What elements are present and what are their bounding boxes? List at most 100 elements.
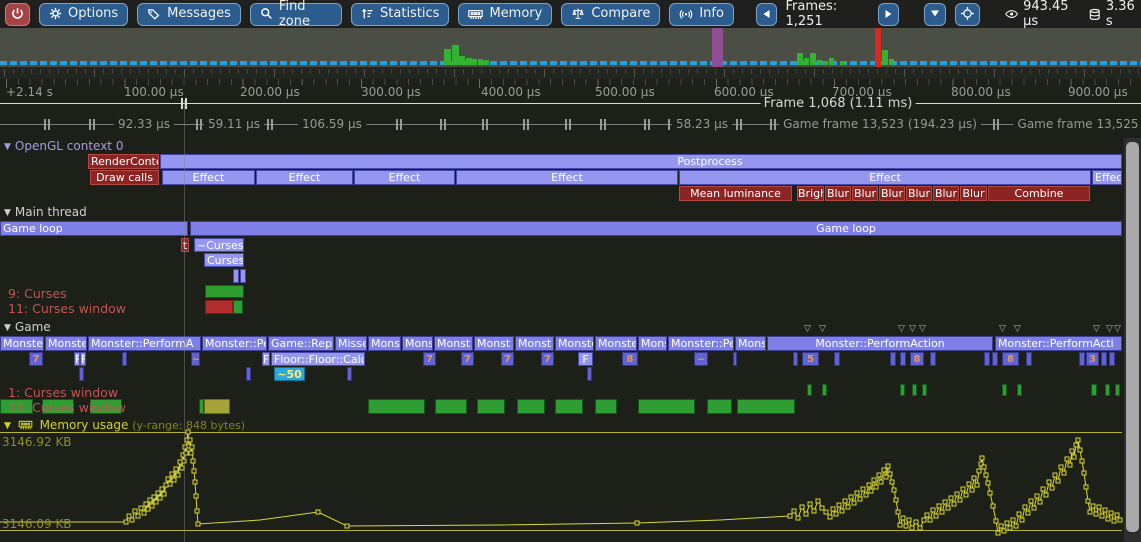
zone-box[interactable]: Monster::PerformA bbox=[88, 336, 201, 351]
zone-box[interactable]: Monster::PerformActi bbox=[995, 336, 1122, 351]
next-frame-button[interactable] bbox=[877, 2, 899, 26]
zone-box[interactable]: Monst bbox=[434, 336, 473, 351]
zone-box[interactable] bbox=[807, 384, 812, 396]
zone-box[interactable] bbox=[1109, 352, 1115, 366]
zone-box[interactable]: Curses bbox=[204, 253, 244, 267]
frame-marker-row[interactable]: Frame 1,068 (1.11 ms) bbox=[0, 96, 1141, 112]
zone-box[interactable]: Effect bbox=[679, 170, 1091, 185]
zone-box[interactable] bbox=[477, 399, 505, 414]
zone-box[interactable] bbox=[733, 352, 737, 366]
zone-box[interactable] bbox=[822, 384, 827, 396]
zone-box[interactable]: F bbox=[80, 352, 86, 366]
zone-box[interactable] bbox=[1115, 384, 1120, 396]
zone-box[interactable]: Monst bbox=[368, 336, 401, 351]
zone-box[interactable] bbox=[233, 300, 243, 314]
zone-box[interactable]: Blur bbox=[933, 186, 959, 201]
frame-overview-bar[interactable] bbox=[840, 61, 845, 65]
frame-dropdown-button[interactable] bbox=[923, 2, 946, 26]
zone-box[interactable] bbox=[90, 399, 122, 414]
zone-box[interactable]: Monst bbox=[402, 336, 433, 351]
zone-box[interactable] bbox=[912, 384, 917, 396]
zone-box[interactable] bbox=[984, 352, 990, 366]
scrollbar-thumb[interactable] bbox=[1126, 142, 1139, 532]
memory-button[interactable]: Memory bbox=[458, 2, 553, 26]
zone-box[interactable] bbox=[595, 399, 617, 414]
zone-box[interactable]: ~Curses bbox=[194, 238, 244, 252]
options-button[interactable]: Options bbox=[39, 2, 129, 26]
zone-box[interactable] bbox=[793, 352, 798, 366]
zone-box[interactable]: Blur bbox=[879, 186, 905, 201]
zone-box[interactable]: Missed bbox=[335, 336, 367, 351]
zone-box[interactable]: Effect bbox=[256, 170, 353, 185]
zone-box[interactable]: Postprocess bbox=[160, 154, 1122, 169]
zone-box[interactable]: ~ bbox=[694, 352, 708, 366]
zone-box[interactable] bbox=[1002, 384, 1007, 396]
section-header-opengl[interactable]: ▼ OpenGL context 0 bbox=[4, 139, 124, 153]
frame-overview-bar[interactable] bbox=[889, 59, 894, 65]
zone-box[interactable]: Draw calls bbox=[90, 170, 159, 185]
zone-box[interactable] bbox=[922, 384, 927, 396]
zone-box[interactable] bbox=[992, 352, 998, 366]
zone-box[interactable]: F bbox=[262, 352, 270, 366]
zone-box[interactable]: Monste bbox=[595, 336, 637, 351]
zone-box[interactable] bbox=[930, 352, 936, 366]
section-header-main-thread[interactable]: ▼ Main thread bbox=[4, 205, 87, 219]
zone-box[interactable] bbox=[1026, 352, 1032, 366]
zone-box[interactable]: 3 bbox=[1086, 352, 1099, 366]
zone-box[interactable]: 7 bbox=[461, 352, 474, 366]
zone-box[interactable]: 8 bbox=[910, 352, 924, 366]
zone-box[interactable]: Game loop bbox=[0, 221, 188, 236]
zone-box[interactable]: 5 bbox=[802, 352, 819, 366]
zone-box[interactable]: RenderConte bbox=[88, 154, 159, 169]
zone-box[interactable]: Game::Replay bbox=[268, 336, 334, 351]
zone-box[interactable]: t bbox=[181, 238, 189, 252]
zone-box[interactable] bbox=[587, 367, 592, 381]
frame-overview-bar[interactable] bbox=[459, 56, 465, 65]
zone-box[interactable] bbox=[199, 399, 204, 414]
subframe-marker-row[interactable]: 92.33 µs 59.11 µs 106.59 µs 58.23 µs Game fr… bbox=[0, 116, 1141, 134]
zone-box[interactable]: Monster::Pe bbox=[668, 336, 734, 351]
zone-box[interactable]: 7 bbox=[423, 352, 436, 366]
zone-box[interactable] bbox=[707, 399, 732, 414]
zone-box[interactable]: 8 bbox=[1002, 352, 1019, 366]
zone-box[interactable]: Mons bbox=[735, 336, 766, 351]
zone-box[interactable]: Effect bbox=[354, 170, 455, 185]
zone-box[interactable] bbox=[900, 384, 905, 396]
zone-box[interactable]: Monst bbox=[515, 336, 554, 351]
zone-box[interactable]: ~ bbox=[191, 352, 200, 366]
zone-box[interactable] bbox=[347, 367, 352, 381]
zone-box[interactable]: 7 bbox=[541, 352, 554, 366]
zone-box[interactable] bbox=[638, 399, 695, 414]
zone-box[interactable] bbox=[204, 399, 230, 414]
zone-box[interactable] bbox=[890, 352, 896, 366]
zone-box[interactable] bbox=[435, 399, 467, 414]
zone-box[interactable] bbox=[122, 352, 127, 366]
zone-box[interactable]: Monster::Pe bbox=[202, 336, 267, 351]
zone-box[interactable]: Blur bbox=[960, 186, 987, 201]
zone-box[interactable]: Brigh bbox=[797, 186, 824, 201]
zone-box[interactable]: Mean luminance bbox=[679, 186, 792, 201]
frame-overview-bar[interactable] bbox=[478, 59, 483, 65]
info-button[interactable]: Info bbox=[669, 2, 734, 26]
zone-box[interactable] bbox=[1017, 384, 1022, 396]
time-axis[interactable]: +2.14 s 100.00 µs 200.00 µs 300.00 µs 400.00… bbox=[0, 79, 1141, 99]
zone-box[interactable] bbox=[1079, 352, 1085, 366]
zone-box[interactable] bbox=[1105, 384, 1110, 396]
frame-overview-bar[interactable] bbox=[875, 28, 881, 67]
zone-box[interactable]: Blur bbox=[852, 186, 878, 201]
frame-overview-bar[interactable] bbox=[829, 58, 834, 65]
compare-button[interactable]: Compare bbox=[561, 2, 661, 26]
frame-overview-bar[interactable] bbox=[452, 45, 459, 65]
frame-overview-bar[interactable] bbox=[472, 59, 477, 65]
zone-box[interactable] bbox=[205, 285, 244, 298]
zone-box[interactable]: Monste bbox=[0, 336, 44, 351]
frame-overview-bar[interactable] bbox=[712, 28, 723, 67]
vertical-scrollbar[interactable] bbox=[1124, 138, 1141, 542]
shutdown-button[interactable] bbox=[5, 2, 30, 26]
prev-frame-button[interactable] bbox=[755, 2, 777, 26]
goto-frame-button[interactable] bbox=[954, 2, 980, 26]
statistics-button[interactable]: Statistics bbox=[351, 2, 450, 26]
frame-overview-bar[interactable] bbox=[804, 58, 809, 65]
zone-box[interactable] bbox=[240, 269, 246, 283]
zone-box[interactable]: Blur bbox=[825, 186, 851, 201]
